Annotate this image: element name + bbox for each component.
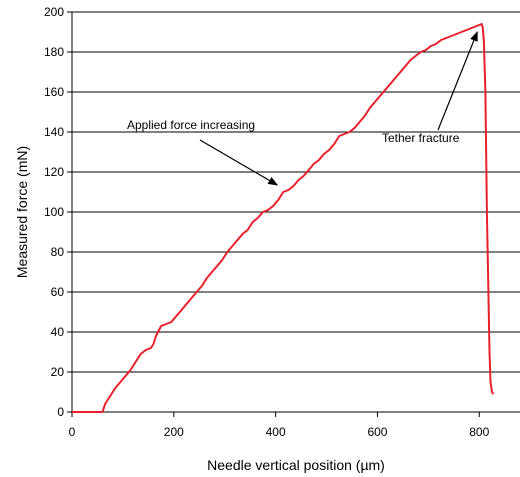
gridlines: [72, 11, 520, 413]
axes: 0 20 40 60 80 100 120 140 160 180 200 0 200 400 600 800: [44, 5, 520, 439]
annotations: Applied force increasing Tether fracture: [127, 31, 478, 186]
x-tick-label: 0: [69, 425, 76, 439]
y-tick-label: 60: [51, 285, 65, 299]
x-tick-label: 600: [367, 425, 387, 439]
annotation-arrow: [199, 139, 279, 186]
y-axis-label: Measured force (mN): [14, 146, 30, 278]
y-tick-label: 180: [44, 45, 64, 59]
x-axis-label: Needle vertical position (µm): [207, 457, 385, 473]
y-tick-label: 120: [44, 165, 64, 179]
y-tick-label: 140: [44, 125, 64, 139]
y-tick-label: 40: [51, 325, 65, 339]
y-tick-label: 80: [51, 245, 65, 259]
y-tick-label: 0: [57, 405, 64, 419]
y-tick-label: 20: [51, 365, 65, 379]
annotation-tether-fracture: Tether fracture: [382, 131, 460, 145]
x-tick-label: 800: [469, 425, 489, 439]
series-line: [72, 23, 495, 413]
y-tick-label: 100: [44, 205, 64, 219]
annotation-applied-force: Applied force increasing: [127, 118, 255, 132]
x-tick-label: 200: [164, 425, 184, 439]
y-tick-label: 200: [44, 5, 64, 19]
series-layer: [72, 23, 495, 413]
y-tick-label: 160: [44, 85, 64, 99]
annotation-arrow: [437, 31, 478, 131]
x-tick-label: 400: [266, 425, 286, 439]
